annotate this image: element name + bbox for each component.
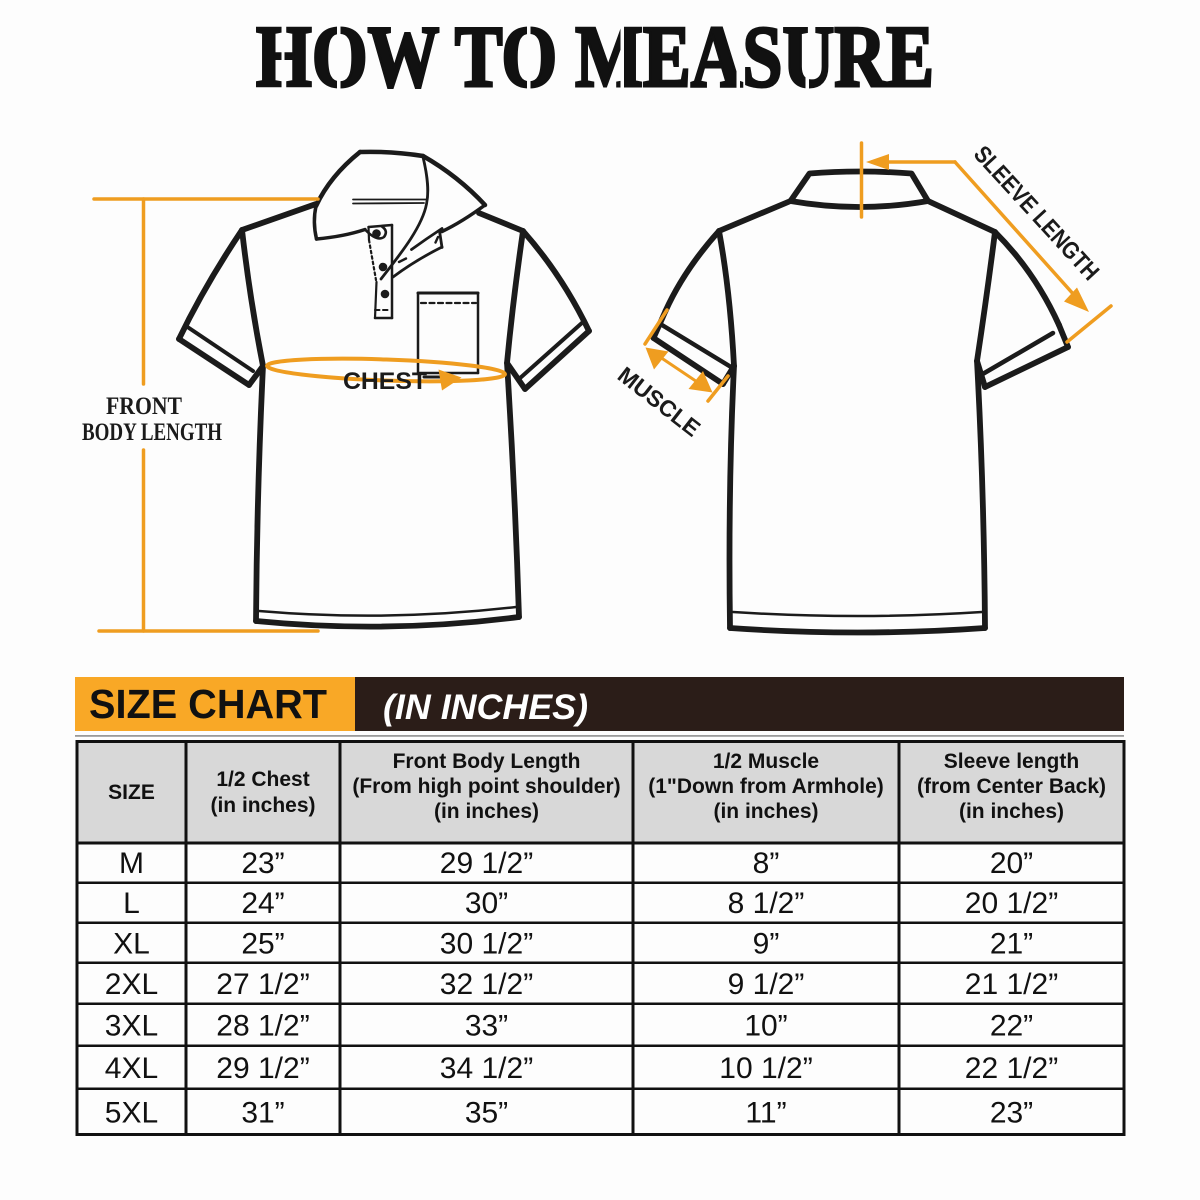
- svg-text:L: L: [123, 887, 140, 920]
- svg-text:35”: 35”: [465, 1097, 508, 1130]
- svg-text:Sleeve length: Sleeve length: [944, 750, 1079, 773]
- svg-text:9 1/2”: 9 1/2”: [728, 968, 805, 1001]
- svg-text:(IN INCHES): (IN INCHES): [383, 688, 588, 727]
- svg-text:BODY LENGTH: BODY LENGTH: [82, 419, 222, 446]
- svg-text:8”: 8”: [753, 847, 780, 880]
- svg-text:XL: XL: [113, 928, 150, 961]
- svg-text:4XL: 4XL: [105, 1052, 158, 1085]
- svg-text:33”: 33”: [465, 1010, 508, 1043]
- svg-text:SIZE CHART: SIZE CHART: [89, 681, 327, 727]
- svg-text:31”: 31”: [241, 1097, 284, 1130]
- svg-text:30 1/2”: 30 1/2”: [440, 928, 533, 961]
- svg-text:2XL: 2XL: [105, 968, 158, 1001]
- svg-text:(1"Down from Armhole): (1"Down from Armhole): [648, 775, 884, 798]
- svg-text:22 1/2”: 22 1/2”: [965, 1052, 1058, 1085]
- svg-text:34 1/2”: 34 1/2”: [440, 1052, 533, 1085]
- svg-text:M: M: [119, 847, 144, 880]
- svg-text:5XL: 5XL: [105, 1097, 158, 1130]
- svg-text:(From high point shoulder): (From high point shoulder): [352, 775, 620, 798]
- svg-text:25”: 25”: [241, 928, 284, 961]
- svg-text:20”: 20”: [990, 847, 1033, 880]
- svg-text:23”: 23”: [241, 847, 284, 880]
- svg-text:(in inches): (in inches): [434, 800, 539, 823]
- svg-text:FRONT: FRONT: [106, 393, 182, 420]
- svg-text:1/2 Muscle: 1/2 Muscle: [713, 750, 819, 773]
- svg-text:23”: 23”: [990, 1097, 1033, 1130]
- svg-text:30”: 30”: [465, 887, 508, 920]
- svg-text:21 1/2”: 21 1/2”: [965, 968, 1058, 1001]
- svg-text:27 1/2”: 27 1/2”: [216, 968, 309, 1001]
- svg-text:(in inches): (in inches): [959, 800, 1064, 823]
- svg-text:29 1/2”: 29 1/2”: [440, 847, 533, 880]
- svg-text:CHEST: CHEST: [343, 368, 427, 395]
- svg-text:1/2 Chest: 1/2 Chest: [216, 768, 309, 791]
- svg-text:8 1/2”: 8 1/2”: [728, 887, 805, 920]
- svg-text:21”: 21”: [990, 928, 1033, 961]
- svg-text:28 1/2”: 28 1/2”: [216, 1010, 309, 1043]
- svg-text:20 1/2”: 20 1/2”: [965, 887, 1058, 920]
- svg-text:SIZE: SIZE: [108, 781, 155, 804]
- svg-text:(in inches): (in inches): [210, 794, 315, 817]
- svg-text:Front Body Length: Front Body Length: [393, 750, 581, 773]
- svg-text:29 1/2”: 29 1/2”: [216, 1052, 309, 1085]
- svg-text:HOW TO MEASURE: HOW TO MEASURE: [256, 9, 934, 106]
- svg-text:32 1/2”: 32 1/2”: [440, 968, 533, 1001]
- svg-text:22”: 22”: [990, 1010, 1033, 1043]
- svg-text:24”: 24”: [241, 887, 284, 920]
- svg-text:(in inches): (in inches): [713, 800, 818, 823]
- svg-text:(from Center Back): (from Center Back): [917, 775, 1106, 798]
- svg-text:9”: 9”: [753, 928, 780, 961]
- svg-text:3XL: 3XL: [105, 1010, 158, 1043]
- svg-text:11”: 11”: [745, 1097, 786, 1130]
- svg-text:10 1/2”: 10 1/2”: [719, 1052, 812, 1085]
- svg-text:10”: 10”: [744, 1010, 787, 1043]
